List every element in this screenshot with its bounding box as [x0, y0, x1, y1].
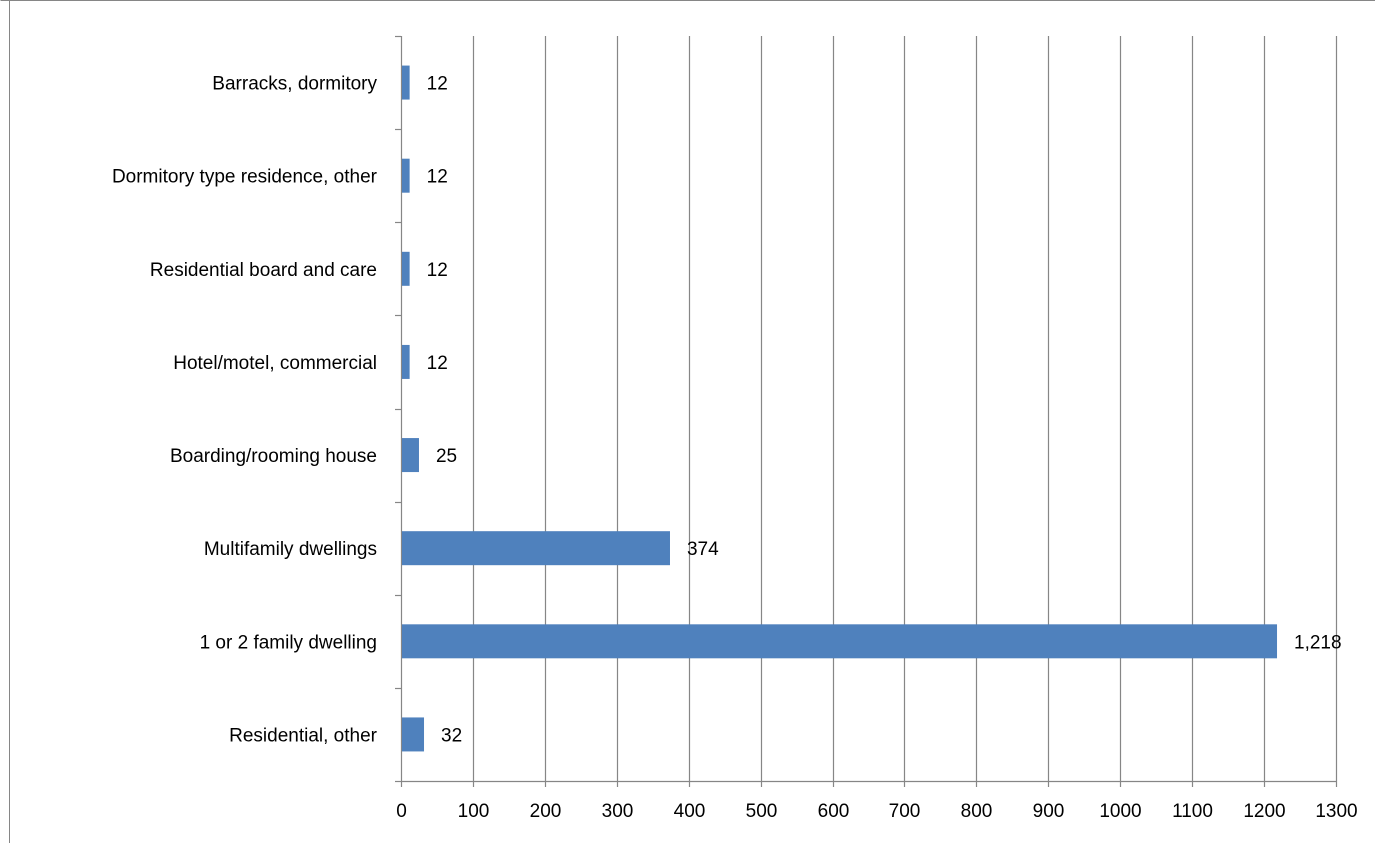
bar: [402, 344, 410, 379]
bar: [402, 717, 425, 752]
x-tick-label: 500: [746, 801, 778, 822]
data-label: 1,218: [1294, 632, 1342, 653]
category-label: Multifamily dwellings: [204, 539, 377, 560]
data-label: 12: [427, 74, 448, 95]
bar: [402, 531, 670, 566]
category-label: Barracks, dormitory: [212, 74, 377, 95]
x-tick-label: 1100: [1172, 801, 1213, 822]
x-tick-label: 1300: [1315, 801, 1357, 822]
x-tick-label: 1200: [1243, 801, 1285, 822]
data-label: 12: [427, 167, 448, 188]
x-tick-label: 300: [602, 801, 634, 822]
bar: [402, 438, 419, 473]
category-label: Hotel/motel, commercial: [173, 353, 377, 374]
category-label: Residential, other: [229, 725, 378, 746]
x-tick-label: 1000: [1099, 801, 1141, 822]
x-tick-label: 600: [818, 801, 850, 822]
bar: [402, 624, 1278, 659]
x-tick-label: 700: [889, 801, 921, 822]
x-tick-label: 800: [961, 801, 993, 822]
x-tick-label: 400: [674, 801, 706, 822]
x-tick-label: 0: [396, 801, 407, 822]
category-label: Dormitory type residence, other: [112, 167, 378, 188]
data-label: 12: [427, 353, 448, 374]
data-label: 25: [436, 446, 457, 467]
bar: [402, 251, 410, 286]
x-tick-label: 100: [458, 801, 490, 822]
x-tick-label: 200: [530, 801, 562, 822]
x-tick-label: 900: [1033, 801, 1065, 822]
bar: [402, 65, 410, 100]
data-label: 32: [441, 725, 462, 746]
data-label: 12: [427, 260, 448, 281]
category-label: 1 or 2 family dwelling: [200, 632, 377, 653]
data-label: 374: [687, 539, 719, 560]
bar: [402, 158, 410, 193]
category-label: Boarding/rooming house: [170, 446, 377, 467]
category-label: Residential board and care: [150, 260, 377, 281]
